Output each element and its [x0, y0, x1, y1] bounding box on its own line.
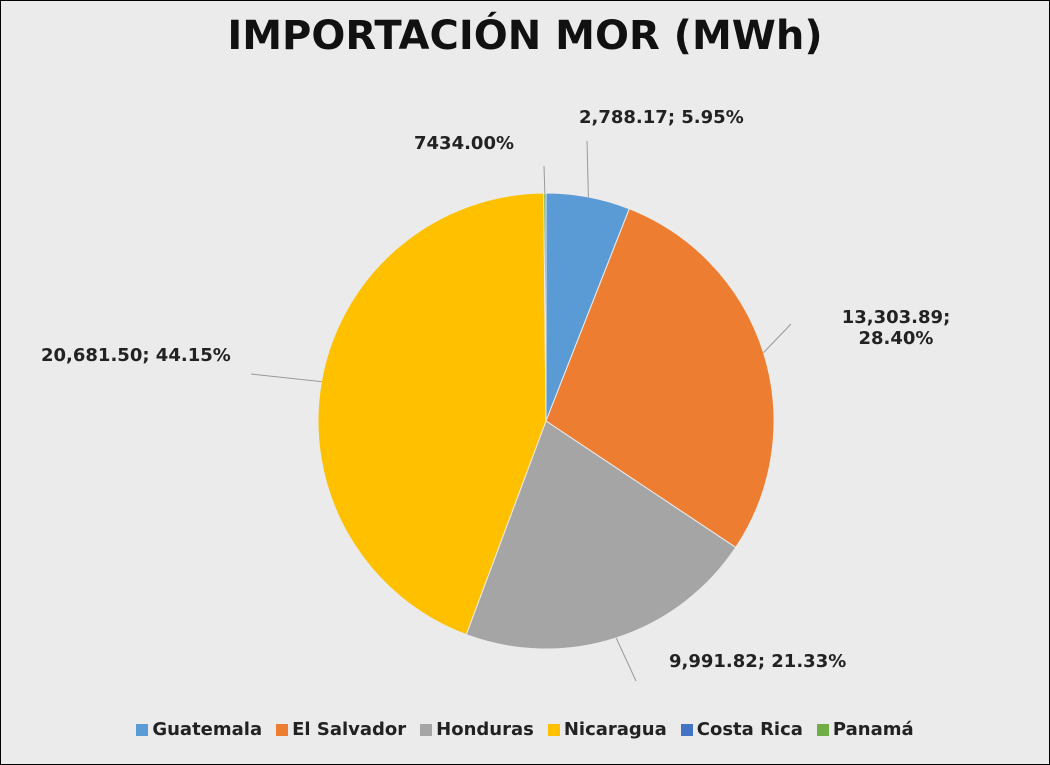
legend-label: Nicaragua: [563, 719, 667, 740]
data-label: 20,681.50; 44.15%: [41, 345, 231, 366]
leader-line: [250, 373, 322, 383]
legend-item: Honduras: [420, 719, 534, 740]
legend-item: Guatemala: [136, 719, 262, 740]
legend: Guatemala El Salvador Honduras Nicaragua Cos…: [1, 719, 1049, 740]
legend-label: Guatemala: [152, 719, 263, 740]
legend-swatch: [547, 723, 560, 736]
legend-label: El Salvador: [292, 719, 407, 740]
legend-swatch: [276, 723, 289, 736]
legend-item: Nicaragua: [547, 719, 667, 740]
legend-swatch: [420, 723, 433, 736]
legend-swatch: [136, 723, 149, 736]
chart-title: IMPORTACIÓN MOR (MWh): [227, 13, 823, 59]
leader-line: [543, 165, 546, 194]
legend-item: Panamá: [816, 719, 914, 740]
pie-slice: [545, 208, 775, 549]
data-label: 7434.00%: [414, 133, 515, 154]
legend-item: Costa Rica: [680, 719, 803, 740]
legend-swatch: [680, 723, 693, 736]
legend-swatch: [816, 723, 829, 736]
leader-line: [586, 140, 589, 197]
data-label: 2,788.17; 5.95%: [579, 107, 744, 128]
leader-line: [615, 637, 637, 682]
legend-item: El Salvador: [276, 719, 406, 740]
pie-slice: [317, 192, 547, 636]
legend-label: Honduras: [436, 719, 534, 740]
data-label: 13,303.89; 28.40%: [841, 307, 951, 349]
data-label: 9,991.82; 21.33%: [669, 651, 847, 672]
pie-slice: [465, 420, 737, 650]
leader-line: [763, 323, 792, 353]
legend-label: Panamá: [832, 719, 914, 740]
legend-label: Costa Rica: [696, 719, 803, 740]
